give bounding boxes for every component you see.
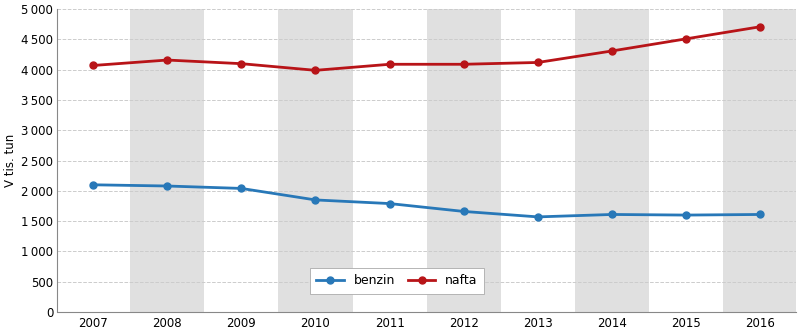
nafta <box>162 58 172 62</box>
nafta <box>310 68 320 72</box>
Bar <box>130 9 204 312</box>
Line: nafta: nafta <box>90 23 764 74</box>
nafta <box>682 37 691 41</box>
benzin <box>385 201 394 205</box>
nafta <box>88 63 98 67</box>
Bar <box>426 9 501 312</box>
benzin <box>88 183 98 187</box>
Bar <box>278 9 353 312</box>
Legend: benzin, nafta: benzin, nafta <box>310 268 484 294</box>
benzin <box>237 186 246 190</box>
Bar <box>723 9 798 312</box>
benzin <box>162 184 172 188</box>
nafta <box>237 62 246 66</box>
benzin <box>682 213 691 217</box>
nafta <box>459 62 469 66</box>
nafta <box>385 62 394 66</box>
benzin <box>310 198 320 202</box>
nafta <box>607 49 617 53</box>
benzin <box>755 212 765 216</box>
benzin <box>607 212 617 216</box>
Bar <box>575 9 649 312</box>
Y-axis label: V tis. tun: V tis. tun <box>4 134 17 187</box>
Line: benzin: benzin <box>90 181 764 220</box>
benzin <box>459 209 469 213</box>
nafta <box>533 60 542 64</box>
nafta <box>755 25 765 29</box>
benzin <box>533 215 542 219</box>
